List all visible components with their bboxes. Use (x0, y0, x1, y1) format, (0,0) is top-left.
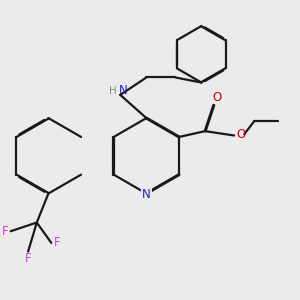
Text: F: F (25, 252, 32, 265)
Text: F: F (54, 236, 60, 249)
Text: N: N (119, 84, 128, 97)
Text: N: N (142, 188, 151, 202)
Text: O: O (237, 128, 246, 140)
Text: H: H (109, 85, 117, 95)
Text: F: F (2, 225, 8, 238)
Text: O: O (212, 91, 221, 104)
